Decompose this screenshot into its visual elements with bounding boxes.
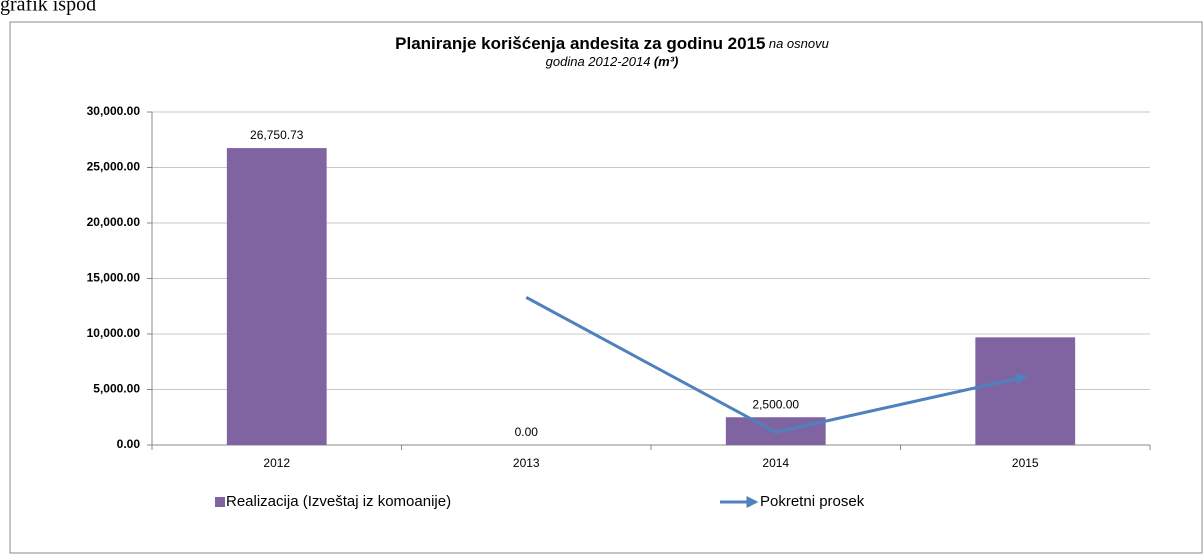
chart-title: Planiranje korišćenja andesita za godinu… bbox=[395, 34, 829, 53]
data-label: 0.00 bbox=[515, 425, 539, 439]
y-tick-label: 0.00 bbox=[117, 437, 141, 451]
data-label: 26,750.73 bbox=[250, 128, 304, 142]
legend-swatch bbox=[215, 497, 225, 507]
y-tick-label: 5,000.00 bbox=[93, 382, 140, 396]
x-tick-label: 2013 bbox=[513, 456, 540, 470]
y-tick-label: 30,000.00 bbox=[87, 104, 141, 118]
title-main: Planiranje korišćenja andesita za godinu… bbox=[395, 34, 765, 53]
chart-frame bbox=[9, 21, 1203, 554]
title-suffix: na osnovu bbox=[769, 36, 829, 51]
chart-subtitle: godina 2012-2014 (m³) bbox=[546, 54, 679, 69]
y-tick-label: 20,000.00 bbox=[87, 215, 141, 229]
x-tick-label: 2012 bbox=[263, 456, 290, 470]
y-tick-label: 10,000.00 bbox=[87, 326, 141, 340]
data-label: 2,500.00 bbox=[752, 397, 799, 411]
note-text: grafik ispod bbox=[0, 0, 96, 16]
y-tick-label: 25,000.00 bbox=[87, 160, 141, 174]
subtitle-unit: (m³) bbox=[654, 54, 679, 69]
line-series bbox=[525, 296, 1028, 434]
bar bbox=[226, 148, 327, 445]
x-tick-label: 2015 bbox=[1012, 456, 1039, 470]
legend-label: Realizacija (Izveštaj iz komoanije) bbox=[226, 493, 451, 510]
bar bbox=[975, 337, 1076, 445]
x-tick-label: 2014 bbox=[762, 456, 789, 470]
legend-label: Pokretni prosek bbox=[760, 493, 865, 510]
subtitle-text: godina 2012-2014 bbox=[546, 54, 651, 69]
y-tick-label: 15,000.00 bbox=[87, 271, 141, 285]
